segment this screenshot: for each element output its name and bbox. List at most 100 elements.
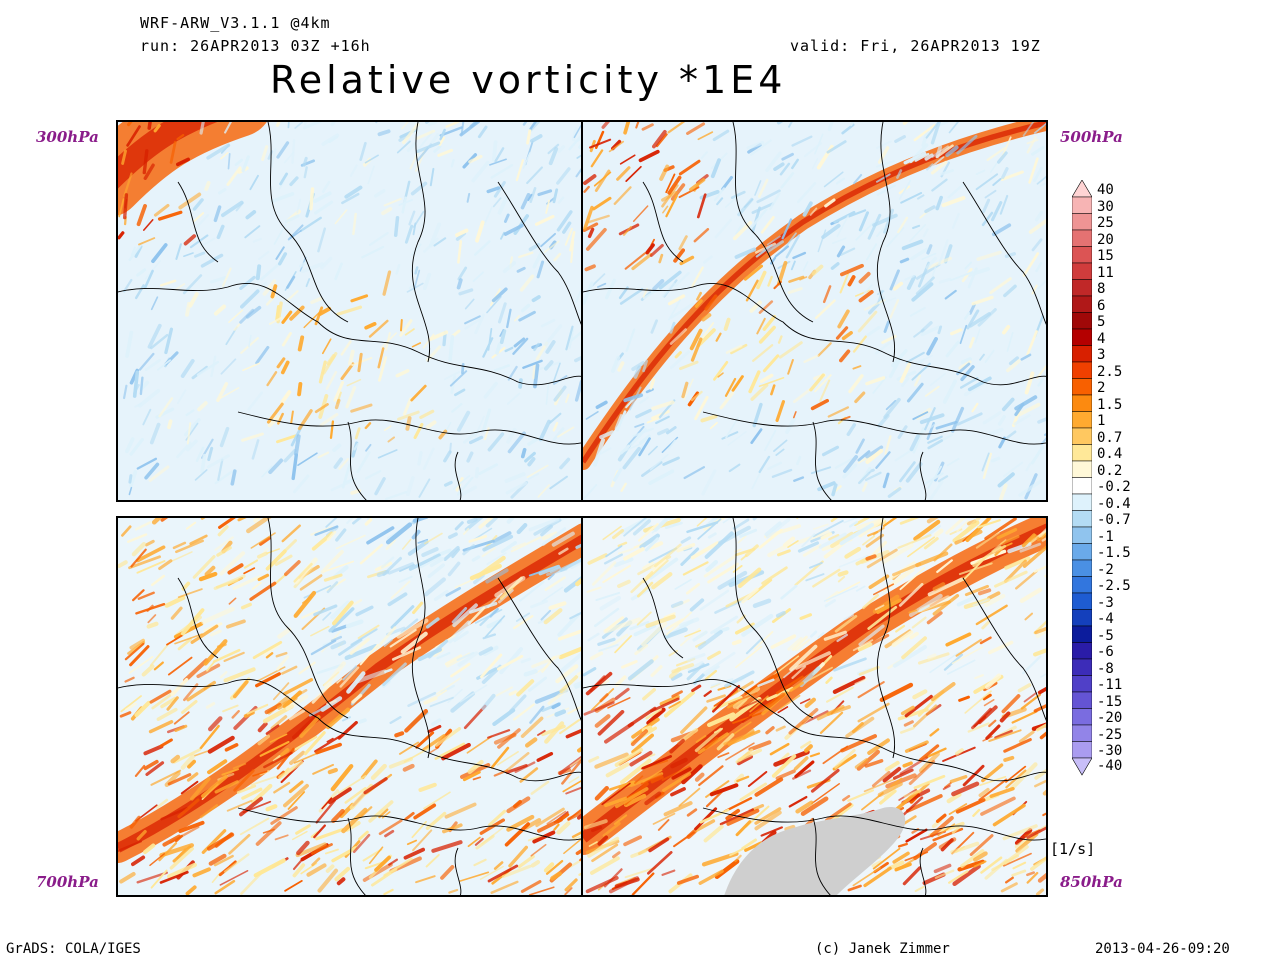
vorticity-streak xyxy=(594,607,620,628)
vorticity-streak xyxy=(1004,252,1016,259)
vorticity-streak xyxy=(411,342,422,348)
vorticity-streak xyxy=(269,316,283,325)
vorticity-streak xyxy=(938,277,952,284)
colorbar-tick-label: -5 xyxy=(1097,627,1114,644)
vorticity-streak xyxy=(452,603,478,628)
vorticity-streak xyxy=(852,365,862,370)
vorticity-streak xyxy=(935,145,943,158)
vorticity-streak xyxy=(486,552,507,566)
vorticity-streak xyxy=(429,696,454,708)
vorticity-streak xyxy=(222,704,239,713)
vorticity-streak xyxy=(405,416,412,431)
vorticity-streak xyxy=(960,365,975,382)
vorticity-streak xyxy=(327,767,338,775)
colorbar-swatch xyxy=(1072,295,1092,313)
vorticity-streak xyxy=(968,336,975,349)
vorticity-streak xyxy=(159,738,173,748)
vorticity-streak xyxy=(1026,135,1037,154)
vorticity-streak xyxy=(813,523,829,530)
vorticity-streak xyxy=(642,688,656,701)
vorticity-streak xyxy=(678,235,688,251)
vorticity-streak xyxy=(583,281,594,305)
vorticity-streak xyxy=(818,532,847,549)
vorticity-streak xyxy=(896,169,903,179)
vorticity-streak xyxy=(447,561,461,577)
vorticity-streak xyxy=(693,228,710,243)
vorticity-streak xyxy=(614,414,623,430)
vorticity-streak xyxy=(811,157,819,170)
vorticity-streak xyxy=(866,243,878,261)
vorticity-streak xyxy=(925,256,938,270)
vorticity-streak xyxy=(588,841,598,847)
vorticity-streak xyxy=(697,131,714,141)
vorticity-streak xyxy=(194,750,209,757)
vorticity-streak xyxy=(368,231,389,247)
vorticity-streak xyxy=(583,701,615,716)
vorticity-streak xyxy=(569,611,581,620)
vorticity-streak xyxy=(491,287,508,303)
vorticity-streak xyxy=(294,122,303,129)
vorticity-streak xyxy=(622,446,641,470)
vorticity-streak xyxy=(495,342,502,355)
vorticity-streak xyxy=(200,237,216,248)
vorticity-streak xyxy=(844,546,862,559)
vorticity-streak xyxy=(144,358,161,372)
vorticity-streak xyxy=(996,151,1008,164)
vorticity-streak xyxy=(990,162,998,173)
vorticity-streak xyxy=(719,808,755,826)
vorticity-streak xyxy=(550,871,562,881)
vorticity-streak xyxy=(590,149,604,168)
vorticity-streak xyxy=(746,140,765,150)
vorticity-streak xyxy=(525,737,538,748)
vorticity-streak xyxy=(457,240,463,264)
vorticity-streak xyxy=(761,566,788,585)
vorticity-streak xyxy=(482,337,494,358)
vorticity-streak xyxy=(323,661,346,688)
vorticity-streak xyxy=(837,309,850,329)
vorticity-streak xyxy=(641,123,654,131)
vorticity-streak xyxy=(799,613,812,621)
vorticity-streak xyxy=(934,528,944,538)
vorticity-streak xyxy=(757,178,769,198)
country-border xyxy=(177,181,219,263)
vorticity-streak xyxy=(848,374,864,394)
vorticity-streak xyxy=(497,728,521,749)
vorticity-streak xyxy=(787,287,803,295)
vorticity-streak xyxy=(649,378,656,390)
vorticity-streak xyxy=(785,234,800,259)
vorticity-streak xyxy=(840,415,851,421)
vorticity-streak xyxy=(981,452,990,472)
vorticity-streak xyxy=(858,471,871,485)
vorticity-streak xyxy=(463,430,479,444)
vorticity-streak xyxy=(404,328,415,336)
vorticity-streak xyxy=(330,479,353,492)
colorbar-tick-label: -6 xyxy=(1097,644,1114,660)
vorticity-streak xyxy=(631,733,654,754)
vorticity-streak xyxy=(181,699,198,714)
vorticity-streak xyxy=(731,639,742,646)
vorticity-streak xyxy=(494,576,526,598)
vorticity-streak xyxy=(751,202,775,215)
vorticity-streak xyxy=(377,129,391,137)
vorticity-streak xyxy=(767,461,783,471)
vorticity-streak xyxy=(982,198,991,213)
vorticity-streak xyxy=(809,207,818,216)
vorticity-streak xyxy=(214,536,234,551)
vorticity-streak xyxy=(607,697,631,709)
vorticity-streak xyxy=(526,129,532,145)
vorticity-streak xyxy=(918,605,930,613)
vorticity-streak xyxy=(447,620,472,644)
vorticity-streak xyxy=(314,200,334,215)
vorticity-streak xyxy=(843,454,859,474)
vorticity-streak xyxy=(450,159,455,168)
colorbar-swatch xyxy=(1072,279,1092,297)
vorticity-streak xyxy=(670,302,694,319)
vorticity-streak xyxy=(227,563,244,575)
vorticity-streak xyxy=(529,705,545,724)
vorticity-streak xyxy=(602,525,622,541)
vorticity-streak xyxy=(290,410,294,425)
vorticity-streak xyxy=(749,695,769,713)
vorticity-streak xyxy=(292,714,319,740)
vorticity-streak xyxy=(136,871,168,884)
vorticity-streak xyxy=(279,172,289,186)
